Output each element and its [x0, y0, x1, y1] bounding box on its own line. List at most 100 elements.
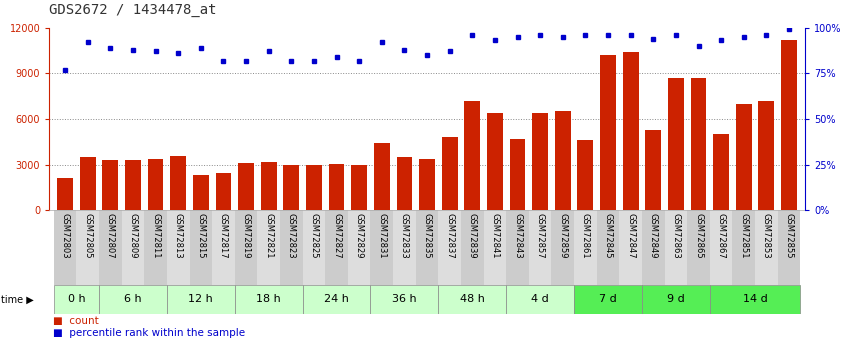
- Bar: [438, 285, 506, 314]
- Text: GSM72865: GSM72865: [694, 213, 703, 258]
- Bar: [687, 210, 710, 285]
- Bar: [438, 210, 461, 285]
- Text: GSM72823: GSM72823: [287, 213, 295, 258]
- Text: GSM72835: GSM72835: [423, 213, 431, 258]
- Bar: [329, 164, 345, 210]
- Text: GSM72867: GSM72867: [717, 213, 726, 258]
- Bar: [668, 78, 683, 210]
- Bar: [238, 163, 254, 210]
- Bar: [393, 210, 416, 285]
- Bar: [574, 285, 642, 314]
- Text: GSM72841: GSM72841: [491, 213, 499, 258]
- Text: 12 h: 12 h: [188, 294, 213, 304]
- Bar: [76, 210, 99, 285]
- Text: 6 h: 6 h: [124, 294, 142, 304]
- Bar: [710, 210, 733, 285]
- Bar: [167, 210, 189, 285]
- Text: 24 h: 24 h: [324, 294, 349, 304]
- Text: time ▶: time ▶: [1, 294, 34, 304]
- Text: GSM72857: GSM72857: [536, 213, 545, 258]
- Text: GSM72819: GSM72819: [242, 213, 250, 258]
- Bar: [235, 285, 302, 314]
- Text: GSM72811: GSM72811: [151, 213, 160, 258]
- Text: 36 h: 36 h: [392, 294, 417, 304]
- Bar: [257, 210, 280, 285]
- Bar: [690, 78, 706, 210]
- Text: GSM72853: GSM72853: [762, 213, 771, 258]
- Bar: [416, 210, 438, 285]
- Bar: [171, 156, 186, 210]
- Text: GSM72843: GSM72843: [513, 213, 522, 258]
- Bar: [148, 159, 164, 210]
- Bar: [509, 139, 526, 210]
- Bar: [665, 210, 687, 285]
- Bar: [302, 285, 370, 314]
- Bar: [103, 160, 118, 210]
- Bar: [441, 137, 458, 210]
- Text: 9 d: 9 d: [667, 294, 685, 304]
- Bar: [144, 210, 167, 285]
- Bar: [53, 210, 76, 285]
- Text: 0 h: 0 h: [68, 294, 85, 304]
- Text: 4 d: 4 d: [531, 294, 549, 304]
- Bar: [736, 104, 751, 210]
- Bar: [758, 101, 774, 210]
- Text: GSM72863: GSM72863: [672, 213, 680, 258]
- Text: GSM72813: GSM72813: [174, 213, 183, 258]
- Bar: [778, 210, 801, 285]
- Bar: [529, 210, 552, 285]
- Text: GSM72849: GSM72849: [649, 213, 658, 258]
- Bar: [600, 55, 616, 210]
- Text: GSM72809: GSM72809: [128, 213, 138, 258]
- Bar: [167, 285, 235, 314]
- Text: GSM72829: GSM72829: [355, 213, 363, 258]
- Text: GSM72827: GSM72827: [332, 213, 341, 258]
- Text: GSM72815: GSM72815: [196, 213, 205, 258]
- Bar: [306, 165, 322, 210]
- Bar: [487, 113, 503, 210]
- Bar: [57, 178, 73, 210]
- Text: 7 d: 7 d: [599, 294, 617, 304]
- Text: 14 d: 14 d: [743, 294, 767, 304]
- Bar: [645, 130, 661, 210]
- Text: GSM72859: GSM72859: [559, 213, 567, 258]
- Bar: [642, 210, 665, 285]
- Text: GSM72837: GSM72837: [445, 213, 454, 258]
- Bar: [53, 285, 99, 314]
- Bar: [622, 52, 638, 210]
- Bar: [80, 157, 96, 210]
- Text: GSM72807: GSM72807: [106, 213, 115, 258]
- Bar: [99, 210, 121, 285]
- Bar: [280, 210, 302, 285]
- Text: 18 h: 18 h: [256, 294, 281, 304]
- Text: GSM72839: GSM72839: [468, 213, 477, 258]
- Text: GSM72831: GSM72831: [377, 213, 386, 258]
- Bar: [261, 162, 277, 210]
- Bar: [351, 166, 367, 210]
- Text: ■  count: ■ count: [53, 316, 99, 326]
- Bar: [574, 210, 597, 285]
- Bar: [506, 210, 529, 285]
- Bar: [506, 285, 574, 314]
- Bar: [597, 210, 619, 285]
- Bar: [216, 173, 232, 210]
- Text: GSM72845: GSM72845: [604, 213, 612, 258]
- Text: GSM72833: GSM72833: [400, 213, 409, 258]
- Bar: [189, 210, 212, 285]
- Bar: [484, 210, 506, 285]
- Bar: [370, 210, 393, 285]
- Text: GSM72851: GSM72851: [739, 213, 748, 258]
- Text: GSM72825: GSM72825: [309, 213, 318, 258]
- Text: GSM72817: GSM72817: [219, 213, 228, 258]
- Bar: [555, 111, 571, 210]
- Bar: [302, 210, 325, 285]
- Bar: [710, 285, 801, 314]
- Bar: [284, 166, 299, 210]
- Bar: [552, 210, 574, 285]
- Bar: [464, 101, 481, 210]
- Text: GSM72855: GSM72855: [784, 213, 794, 258]
- Bar: [733, 210, 755, 285]
- Text: 48 h: 48 h: [460, 294, 485, 304]
- Bar: [193, 175, 209, 210]
- Bar: [121, 210, 144, 285]
